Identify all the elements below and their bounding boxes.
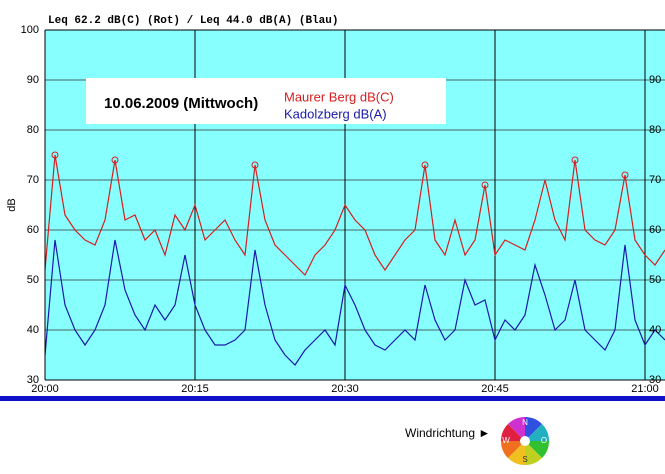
y2-tick-label: 40 [649, 324, 661, 336]
peak-marker [111, 156, 119, 164]
y-tick-label: 60 [27, 224, 39, 236]
y-tick-label: 30 [27, 374, 39, 386]
y-tick-label: 50 [27, 274, 39, 286]
y2-tick-label: 50 [649, 274, 661, 286]
peak-marker [251, 161, 259, 169]
peak-marker [51, 151, 59, 159]
x-tick-label: 20:15 [181, 383, 209, 395]
x-tick-label: 20:00 [31, 383, 59, 395]
legend-entry: Maurer Berg dB(C) [284, 89, 394, 104]
compass-letter: O [541, 436, 547, 445]
peak-marker [481, 181, 489, 189]
compass-letter: W [502, 436, 510, 445]
compass-rose: N O S W [500, 416, 550, 466]
chart-title: Leq 62.2 dB(C) (Rot) / Leq 44.0 dB(A) (B… [48, 15, 338, 27]
y2-tick-label: 30 [649, 374, 661, 386]
y-tick-label: 70 [27, 174, 39, 186]
peak-marker [621, 171, 629, 179]
date-annotation: 10.06.2009 (Mittwoch) [104, 95, 258, 112]
x-tick-label: 20:30 [331, 383, 359, 395]
legend-box [86, 78, 446, 124]
y-tick-label: 80 [27, 124, 39, 136]
series-line [44, 154, 665, 277]
y-tick-label: 40 [27, 324, 39, 336]
y2-tick-label: 90 [649, 74, 661, 86]
y2-tick-label: 70 [649, 174, 661, 186]
y-tick-label: 90 [27, 74, 39, 86]
y-tick-label: 100 [21, 24, 39, 36]
bottom-bar [0, 396, 665, 401]
y2-tick-label: 80 [649, 124, 661, 136]
compass-letter: S [522, 455, 527, 464]
wind-label: Windrichtung ► [405, 426, 490, 440]
y2-tick-label: 60 [649, 224, 661, 236]
x-tick-label: 21:00 [631, 383, 659, 395]
peak-marker [421, 161, 429, 169]
y-axis-label: dB [6, 198, 18, 211]
legend-entry: Kadolzberg dB(A) [284, 106, 387, 121]
x-tick-label: 20:45 [481, 383, 509, 395]
series-line [44, 239, 665, 366]
compass-letter: N [522, 418, 528, 427]
peak-marker [571, 156, 579, 164]
